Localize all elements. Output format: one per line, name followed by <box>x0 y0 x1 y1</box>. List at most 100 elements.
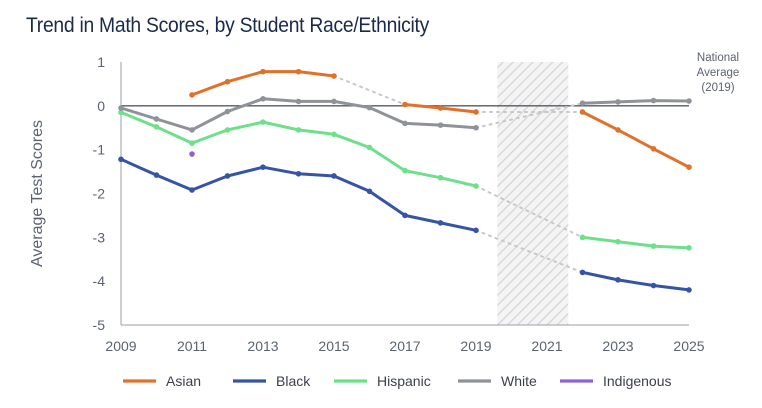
data-point <box>118 156 124 163</box>
y-tick-label: 1 <box>97 54 105 70</box>
x-tick-label: 2013 <box>247 338 278 354</box>
legend-item-white: White <box>458 373 537 389</box>
series-line <box>581 110 691 169</box>
data-point <box>366 104 373 111</box>
data-point <box>118 109 124 116</box>
series-line <box>581 270 691 292</box>
data-point <box>224 108 231 115</box>
data-point <box>331 131 337 138</box>
data-point <box>189 92 195 98</box>
data-point <box>650 145 657 152</box>
data-point <box>189 187 195 193</box>
data-point <box>686 287 692 293</box>
data-point <box>153 172 160 178</box>
x-tick-label: 2015 <box>318 338 349 354</box>
series-hispanic <box>118 109 692 251</box>
series-black <box>118 156 692 293</box>
y-tick-label: -5 <box>93 317 106 333</box>
hatched-gap-region <box>497 62 569 325</box>
data-point <box>260 96 266 102</box>
data-point <box>295 127 302 133</box>
national-average-reference: National Average (2019) <box>121 52 740 107</box>
reference-label: Average <box>697 67 740 79</box>
data-point <box>650 282 657 289</box>
data-point <box>686 98 692 104</box>
reference-label: National <box>697 52 739 64</box>
legend-label: Asian <box>166 373 201 389</box>
data-point <box>473 227 479 234</box>
data-point <box>686 245 692 251</box>
data-point <box>295 170 302 177</box>
series-indigenous <box>189 151 195 157</box>
data-point <box>153 124 160 130</box>
data-point <box>189 140 195 146</box>
gap-connector <box>333 75 406 106</box>
data-point <box>615 238 621 245</box>
data-point <box>189 151 195 157</box>
data-point <box>473 124 479 131</box>
legend-label: Black <box>276 373 311 389</box>
data-point <box>615 127 621 133</box>
data-point <box>437 220 444 226</box>
data-point <box>260 119 266 125</box>
data-point <box>579 109 586 115</box>
data-point <box>331 73 337 79</box>
axes: 1 0 -1 -2 -3 -4 -5 2009 2011 2013 2015 2017 2019 2021… <box>29 54 705 354</box>
gap-connector <box>475 185 584 239</box>
data-point <box>473 109 479 115</box>
data-point <box>437 105 444 111</box>
data-point <box>331 98 337 105</box>
data-point <box>295 98 302 105</box>
data-point <box>189 127 195 133</box>
legend: Asian Black Hispanic White Indigenous <box>123 373 672 389</box>
data-point <box>579 234 586 241</box>
reference-label: (2019) <box>701 82 734 94</box>
y-axis-title: Average Test Scores <box>29 120 46 267</box>
y-tick-label: -4 <box>93 273 106 289</box>
x-tick-label: 2011 <box>177 338 207 354</box>
x-tick-label: 2025 <box>673 338 704 354</box>
series-asian <box>189 68 692 170</box>
data-point <box>153 116 160 122</box>
x-tick-label: 2021 <box>531 338 562 354</box>
series-line <box>190 70 336 97</box>
data-point <box>686 164 692 170</box>
series-line <box>119 157 478 232</box>
data-point <box>118 105 124 111</box>
gap-shaded-region <box>497 62 569 325</box>
series-group <box>118 68 692 293</box>
series-white <box>118 96 692 133</box>
legend-label: Hispanic <box>377 373 431 389</box>
data-point <box>402 212 408 219</box>
x-tick-label: 2017 <box>389 338 420 354</box>
series-line <box>581 235 691 250</box>
data-point <box>224 173 231 179</box>
gap-connector <box>475 102 584 129</box>
data-point <box>402 120 408 127</box>
x-tick-label: 2019 <box>460 338 491 354</box>
legend-label: Indigenous <box>603 373 672 389</box>
data-point <box>650 97 657 104</box>
data-point <box>579 100 586 107</box>
y-tick-label: -1 <box>93 142 106 158</box>
data-point <box>224 78 231 85</box>
data-point <box>437 174 444 181</box>
chart-title: Trend in Math Scores, by Student Race/Et… <box>26 14 429 37</box>
gap-connector <box>475 229 584 274</box>
y-tick-label: -2 <box>93 186 106 202</box>
legend-label: White <box>501 373 537 389</box>
legend-item-asian: Asian <box>123 373 201 389</box>
data-point <box>366 188 373 195</box>
data-point <box>579 269 586 276</box>
series-line <box>581 99 691 105</box>
data-point <box>437 122 444 128</box>
legend-item-hispanic: Hispanic <box>334 373 431 389</box>
data-point <box>473 183 479 189</box>
legend-item-black: Black <box>233 373 311 389</box>
data-point <box>295 68 302 75</box>
y-tick-label: -3 <box>93 229 106 245</box>
data-point <box>615 99 621 105</box>
x-tick-label: 2009 <box>105 338 136 354</box>
data-point <box>402 167 408 174</box>
